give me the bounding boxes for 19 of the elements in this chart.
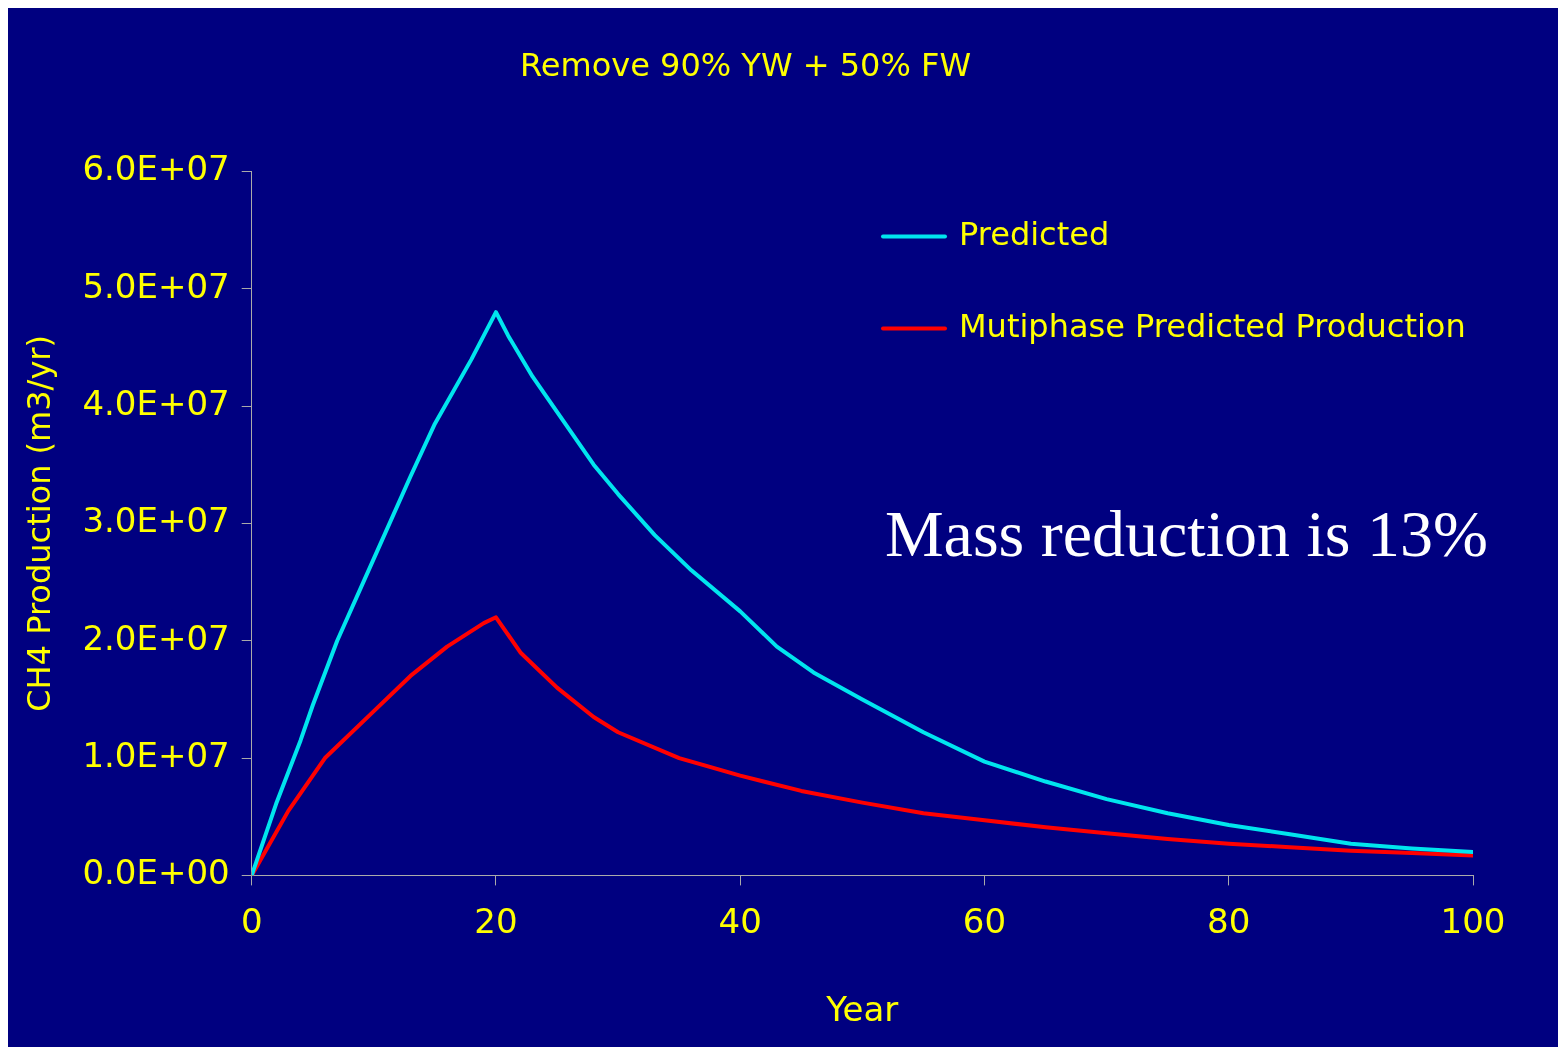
x-tick-label: 100 xyxy=(1440,900,1506,941)
y-tick-label: 2.0E+07 xyxy=(82,617,230,658)
y-tick-label: 5.0E+07 xyxy=(82,265,230,306)
x-axis-title: Year xyxy=(825,989,899,1030)
x-tick-label: 60 xyxy=(962,900,1007,941)
legend-label: Mutiphase Predicted Production xyxy=(959,306,1466,345)
legend-label: Predicted xyxy=(959,214,1110,253)
chart-title: Remove 90% YW + 50% FW xyxy=(519,45,972,84)
x-tick-label: 80 xyxy=(1207,900,1251,941)
y-tick-label: 1.0E+07 xyxy=(82,734,230,775)
y-tick-label: 6.0E+07 xyxy=(82,148,230,189)
annotation: Mass reduction is 13% xyxy=(884,497,1488,571)
y-tick-label: 0.0E+00 xyxy=(82,852,230,893)
y-axis-title: CH4 Production (m3/yr) xyxy=(19,335,58,712)
y-tick-label: 3.0E+07 xyxy=(82,500,230,541)
x-tick-label: 0 xyxy=(240,900,263,941)
y-tick-label: 4.0E+07 xyxy=(82,382,230,423)
x-tick-label: 40 xyxy=(718,900,762,941)
x-tick-label: 20 xyxy=(474,900,518,941)
